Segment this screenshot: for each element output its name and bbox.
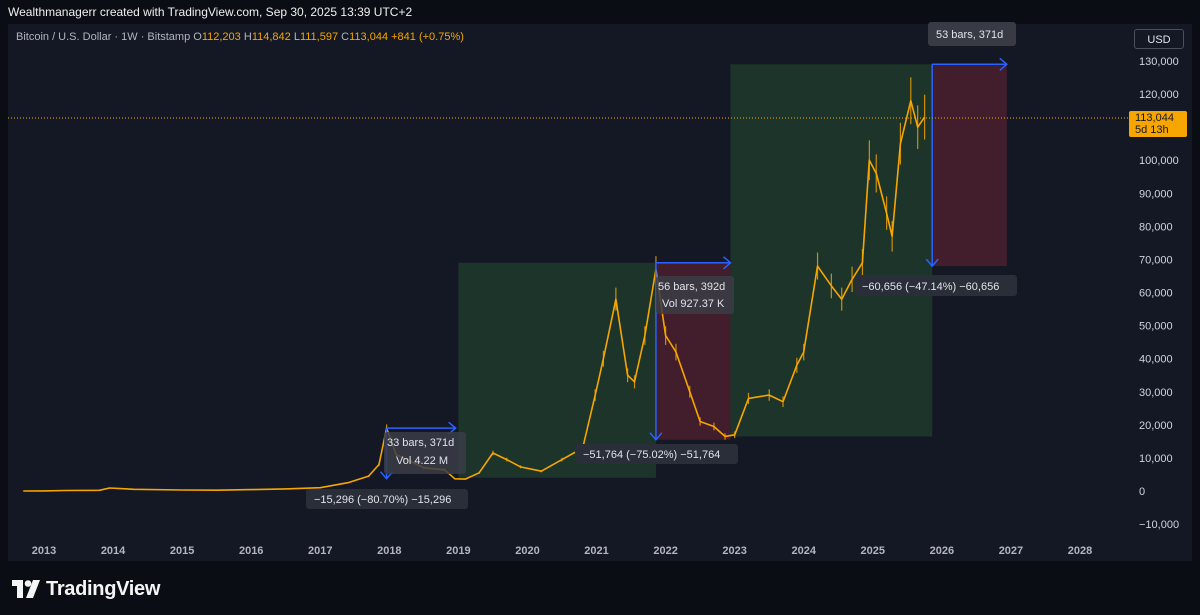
measure-bars-2022: 56 bars, 392d: [658, 281, 725, 293]
price-axis: 130,000120,000110,000100,00090,00080,000…: [1139, 56, 1179, 531]
time-axis-label: 2022: [653, 545, 677, 557]
time-axis-label: 2013: [32, 545, 56, 557]
time-axis-label: 2018: [377, 545, 401, 557]
close-label: C: [341, 31, 350, 43]
measure-change-text-2018: −15,296 (−80.70%) −15,296: [314, 494, 451, 506]
low-value: 111,597: [299, 31, 339, 43]
price-series: [22, 77, 926, 492]
price-axis-label: −10,000: [1139, 519, 1179, 531]
tradingview-logo-text: TradingView: [46, 577, 161, 600]
footer: [0, 561, 1200, 615]
price-axis-label: 80,000: [1139, 221, 1173, 233]
price-axis-label: 120,000: [1139, 89, 1179, 101]
measure-label-2018[interactable]: 33 bars, 371d Vol 4.22 M: [384, 432, 466, 474]
price-axis-label: 20,000: [1139, 420, 1173, 432]
time-axis-label: 2016: [239, 545, 263, 557]
price-axis-label: 30,000: [1139, 387, 1173, 399]
change-value: +841 (+0.75%): [391, 31, 464, 43]
measure-arrows: [380, 57, 1008, 480]
tradingview-logo[interactable]: TradingView: [12, 576, 160, 602]
measure-vol-2018: Vol 4.22 M: [396, 455, 448, 467]
time-axis: 2013 2014 2015 2016 2017 2018 2019 2020 2021 2022…: [32, 545, 1092, 557]
time-axis-label: 2020: [515, 545, 539, 557]
high-value: 114,842: [251, 31, 291, 43]
close-value: 113,044: [349, 31, 389, 43]
price-axis-label: 70,000: [1139, 254, 1173, 266]
symbol-name: Bitcoin / U.S. Dollar · 1W · Bitstamp: [16, 31, 191, 43]
time-axis-label: 2025: [861, 545, 885, 557]
price-axis-label: 90,000: [1139, 188, 1173, 200]
measure-bars-2018: 33 bars, 371d: [387, 437, 454, 449]
measure-bars-2026: 53 bars, 371d: [936, 29, 1003, 41]
price-axis-label: 130,000: [1139, 56, 1179, 68]
measure-change-2018[interactable]: −15,296 (−80.70%) −15,296: [306, 489, 468, 509]
price-axis-label: 40,000: [1139, 354, 1173, 366]
time-axis-label: 2014: [101, 545, 126, 557]
measure-arrowhead-right-1: [723, 256, 732, 270]
profit-zone-0[interactable]: [458, 262, 656, 478]
price-axis-label: 0: [1139, 486, 1145, 498]
symbol-legend[interactable]: Bitcoin / U.S. Dollar · 1W · Bitstamp O1…: [16, 31, 464, 43]
price-axis-label: 10,000: [1139, 453, 1173, 465]
time-axis-label: 2027: [999, 545, 1023, 557]
price-axis-label: 50,000: [1139, 321, 1173, 333]
measure-change-text-2026: −60,656 (−47.14%) −60,656: [862, 281, 999, 293]
time-axis-label: 2017: [308, 545, 332, 557]
measure-arrowhead-down-1: [649, 432, 663, 441]
currency-button[interactable]: USD: [1134, 29, 1184, 49]
measure-arrowhead-down-0: [380, 471, 394, 480]
time-axis-label: 2026: [930, 545, 954, 557]
price-axis-label: 60,000: [1139, 288, 1173, 300]
attribution-header: Wealthmanagerr created with TradingView.…: [0, 0, 1200, 24]
measure-arrowhead-down-2: [925, 258, 939, 268]
time-axis-label: 2023: [722, 545, 746, 557]
profit-zone-2[interactable]: [730, 64, 933, 437]
time-axis-label: 2028: [1068, 545, 1092, 557]
time-axis-label: 2019: [446, 545, 470, 557]
measure-change-2026[interactable]: −60,656 (−47.14%) −60,656: [855, 275, 1017, 296]
open-label: O: [193, 31, 202, 43]
last-price-value: 113,044: [1135, 112, 1174, 124]
loss-zone-3[interactable]: [932, 64, 1007, 267]
measure-change-2022[interactable]: −51,764 (−75.02%) −51,764: [575, 444, 738, 464]
measure-change-text-2022: −51,764 (−75.02%) −51,764: [583, 449, 720, 461]
open-value: 112,203: [201, 31, 241, 43]
low-label: L: [293, 31, 300, 43]
bar-countdown: 5d 13h: [1135, 124, 1169, 136]
price-axis-label: 100,000: [1139, 155, 1179, 167]
time-axis-label: 2015: [170, 545, 194, 557]
measure-label-2026[interactable]: 53 bars, 371d: [928, 22, 1016, 46]
tradingview-logo-icon: [12, 580, 40, 598]
measure-vol-2022: Vol 927.37 K: [662, 298, 725, 310]
time-axis-label: 2021: [584, 545, 608, 557]
last-price-tag: 113,044 5d 13h: [1129, 111, 1187, 137]
btc-price-line: [23, 99, 926, 492]
measure-zones: [458, 64, 1007, 478]
time-axis-label: 2024: [791, 545, 816, 557]
high-label: H: [243, 31, 252, 43]
measure-label-2022[interactable]: 56 bars, 392d Vol 927.37 K: [656, 276, 734, 314]
measure-arrowhead-right-2: [999, 57, 1008, 71]
